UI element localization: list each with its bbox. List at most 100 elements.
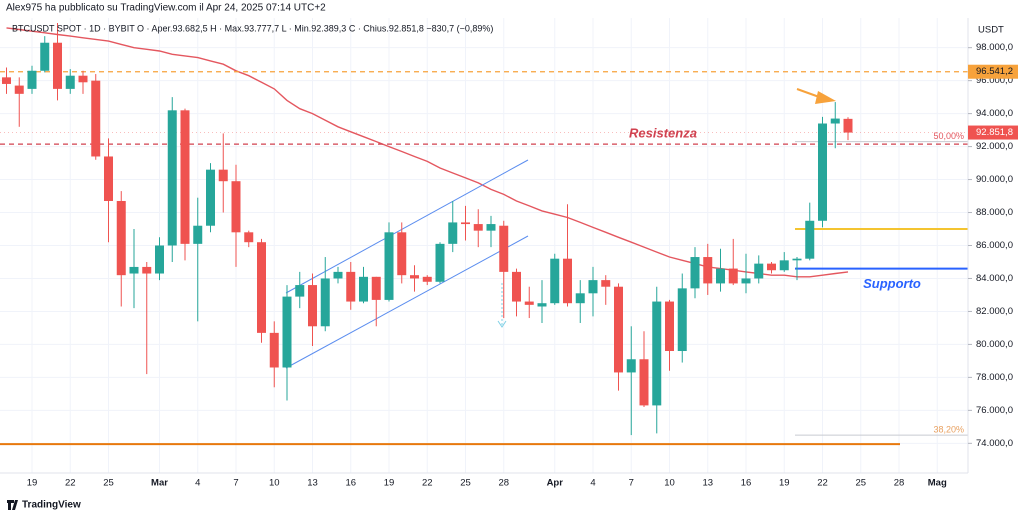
candle-body [690,257,700,289]
price-tag-label: 92.851,8 [976,127,1013,138]
x-tick-label: 25 [855,478,866,489]
candle-body [677,288,687,352]
fib-label: 50,00% [933,131,964,141]
y-tick-label: 74.000,0 [976,438,1013,449]
candle-body [116,200,126,276]
candle-body [575,293,585,304]
candle-body [830,118,840,124]
x-tick-label: 25 [460,478,471,489]
candle-body [524,301,534,305]
candle-body [244,232,254,243]
candle-body [167,110,177,246]
candle-body [792,258,802,261]
candle-body [14,85,24,94]
price-tag-label: 96.541,2 [976,66,1013,77]
candles [2,22,853,436]
candle-body [333,271,343,279]
candle-body [282,296,292,368]
candle-body [461,222,470,225]
y-tick-label: 80.000,0 [976,339,1013,350]
y-tick-label: 98.000,0 [976,42,1013,53]
x-tick-label: 13 [307,478,318,489]
axes: 74.000,0 76.000,0 78.000,0 80.000,0 82.000,0… [27,42,1018,489]
candle-body [486,224,496,231]
x-tick-label: 28 [894,478,905,489]
candle-body [371,276,381,300]
candle-body [805,220,815,259]
candle-body [422,276,432,282]
x-tick-label: 22 [817,478,828,489]
y-tick-label: 92.000,0 [976,141,1013,152]
candle-body [397,232,407,276]
arrow-head [497,320,507,328]
x-tick-label: 7 [233,478,238,489]
x-tick-label: 22 [422,478,433,489]
candle-body [435,243,445,282]
candle-body [91,80,101,157]
publisher-line: Alex975 ha pubblicato su TradingView.com… [6,3,326,14]
candle-body [448,222,458,244]
x-tick-label: 7 [629,478,634,489]
candle-body [206,169,215,226]
candle-body [193,225,203,244]
candle-body [767,263,776,271]
candle-body [626,359,636,373]
candle-body [652,301,662,406]
candle-body [155,245,164,274]
candle-body [218,169,228,182]
candle-body [40,42,50,71]
candle-body [818,123,827,221]
y-tick-label: 84.000,0 [976,273,1013,284]
candle-body [231,181,241,233]
candle-body [320,278,330,327]
x-tick-label: Mar [151,478,168,489]
x-tick-label: Apr [547,478,564,489]
candle-body [779,260,789,271]
candle-body [2,77,11,84]
candle-body [614,286,623,373]
price-tag [968,64,1018,79]
candle-body [104,156,113,201]
level-name: Supporto [863,276,921,291]
x-tick-label: 28 [498,478,509,489]
candle-body [537,303,547,307]
fib-label: 38,20% [933,424,964,434]
candle-body [512,271,521,302]
logo [7,500,18,510]
candle-body [384,232,394,300]
candle-body [180,110,190,244]
candle-body [65,75,75,89]
level-name: Resistenza [629,126,697,141]
x-tick-label: 16 [345,478,356,489]
candle-body [665,301,674,352]
candle-body [346,271,356,302]
candle-body [295,285,305,297]
candle-body [410,275,419,279]
candle-body [741,278,751,284]
channel-line [285,159,529,294]
candle-body [257,242,266,333]
x-tick-label: 25 [103,478,114,489]
x-tick-label: 16 [741,478,752,489]
candle-body [639,359,649,406]
candle-body [359,276,368,302]
candle-body [308,285,317,327]
candle-body [129,266,139,274]
candle-body [53,42,62,89]
channel-line [285,235,529,369]
price-tag [968,125,1018,140]
x-tick-label: 4 [195,478,200,489]
branding: TradingView [22,500,81,511]
candle-body [142,266,152,274]
y-tick-label: 88.000,0 [976,207,1013,218]
candle-body [78,75,88,83]
candle-body [563,258,572,304]
y-tick-label: 76.000,0 [976,405,1013,416]
candle-body [499,225,509,272]
y-tick-label: 90.000,0 [976,174,1013,185]
candle-body [754,263,764,279]
x-tick-label: 19 [779,478,790,489]
